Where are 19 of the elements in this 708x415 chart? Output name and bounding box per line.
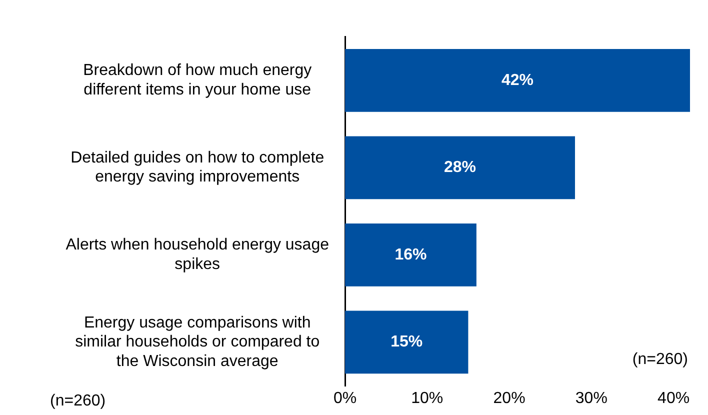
bar	[345, 49, 690, 112]
bar	[345, 310, 468, 374]
text: (n=260)	[50, 392, 106, 410]
data-label: 42%	[501, 72, 534, 89]
x-tick-label: 10%	[411, 390, 444, 407]
y-tick-label: Breakdown of how much energy different items in your home use	[83, 62, 312, 98]
x-tick-label: 40%	[658, 390, 690, 407]
x-tick-label: 0%	[333, 390, 357, 407]
y-tick-label: Energy usage comparisons with similar households or compared to the Wisconsin average	[75, 314, 320, 370]
x-tick-label: 20%	[493, 390, 526, 407]
y-tick-label: Detailed guides on how to complete energy saving improvements	[70, 149, 324, 186]
bar	[345, 224, 476, 286]
data-label: 15%	[390, 334, 423, 351]
data-label: 28%	[444, 159, 476, 176]
y-tick-label: Alerts when household energy usage spikes	[66, 236, 330, 273]
x-tick-label: 30%	[575, 390, 608, 407]
bar	[345, 136, 575, 200]
data-label: 16%	[394, 246, 427, 264]
annotation: (n=260)	[632, 351, 688, 368]
